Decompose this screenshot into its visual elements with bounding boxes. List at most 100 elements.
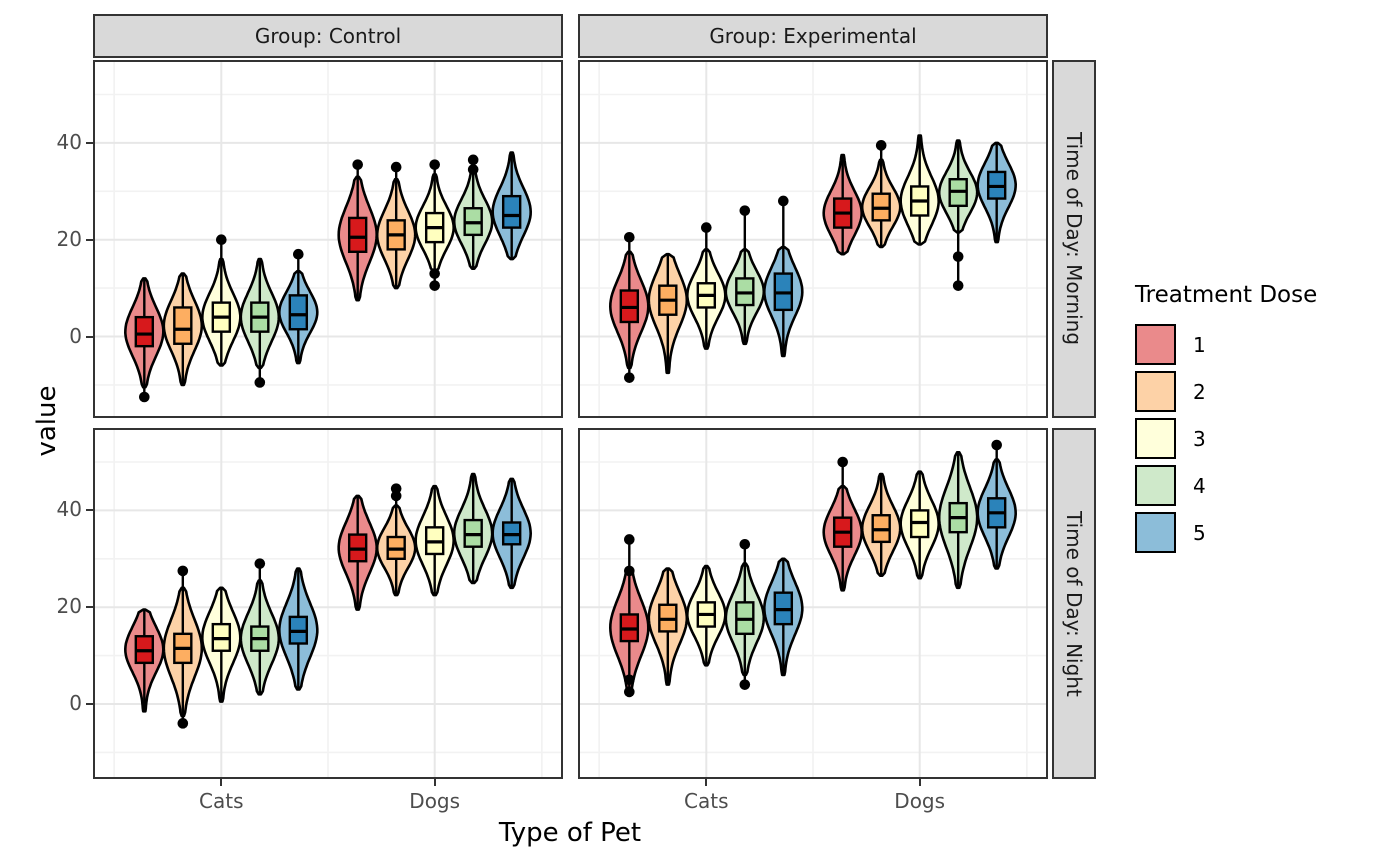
- y-tick-label: 40: [56, 129, 82, 154]
- violin-dogs-dose-2: [860, 472, 902, 577]
- legend-entry-dose-1: 1: [1135, 324, 1317, 365]
- violin-cats-dose-3: [201, 586, 242, 703]
- violin-dogs-dose-5: [491, 151, 532, 261]
- violin-cats-dose-4: [724, 538, 766, 690]
- outlier-point: [390, 161, 402, 173]
- x-tick-label: Cats: [199, 789, 244, 813]
- outlier-point: [390, 483, 402, 494]
- violin-dogs-dose-1: [337, 159, 378, 302]
- violin-dogs-dose-3: [414, 159, 455, 291]
- legend-entry-dose-5: 5: [1135, 512, 1317, 553]
- y-tick-mark: [86, 703, 93, 705]
- outlier-point: [216, 234, 227, 245]
- x-tick-label: Dogs: [409, 789, 461, 813]
- violin-cats-dose-5: [763, 557, 804, 677]
- x-tick-mark: [705, 779, 708, 786]
- y-tick-label: 0: [69, 691, 82, 715]
- x-tick-mark: [433, 779, 436, 786]
- outlier-point: [991, 439, 1002, 451]
- x-tick-label: Dogs: [894, 789, 946, 813]
- outlier-point: [624, 372, 635, 383]
- x-tick-label: Cats: [684, 789, 729, 813]
- violin-cats-dose-1: [609, 231, 650, 383]
- panel-experimental-morning: [578, 60, 1048, 418]
- violin-cats-dose-5: [278, 567, 319, 691]
- violin-cats-dose-2: [647, 567, 689, 686]
- legend-swatch: [1135, 512, 1176, 553]
- outlier-point: [254, 558, 266, 569]
- outlier-point: [739, 205, 751, 216]
- legend-label: 3: [1193, 426, 1206, 451]
- outlier-point: [467, 164, 479, 175]
- violin-cats-dose-1: [609, 534, 650, 698]
- outlier-point: [624, 231, 635, 243]
- facet-strip-time-morning-label: Time of Day: Morning: [1062, 132, 1086, 346]
- violin-cats-dose-3: [201, 234, 242, 367]
- legend-label: 4: [1193, 473, 1206, 498]
- legend-swatch: [1135, 418, 1176, 459]
- y-tick-mark: [86, 606, 93, 609]
- outlier-point: [139, 391, 150, 403]
- violin-dogs-dose-3: [414, 484, 455, 597]
- violin-cats-dose-4: [239, 558, 281, 696]
- legend-keys: 1 2 3 4 5: [1135, 324, 1317, 553]
- y-tick-label: 0: [69, 323, 82, 348]
- y-tick-label: 40: [56, 497, 82, 522]
- violin-dogs-dose-3: [899, 134, 940, 246]
- legend-label: 2: [1193, 379, 1206, 404]
- facet-strip-time-night-label: Time of Day: Night: [1062, 510, 1086, 697]
- violin-cats-dose-4: [239, 257, 281, 388]
- y-tick-mark: [86, 238, 93, 241]
- violin-cats-dose-3: [686, 564, 727, 667]
- violin-cats-dose-5: [278, 248, 319, 365]
- y-axis-title: value: [32, 385, 62, 457]
- outlier-point: [739, 679, 751, 690]
- outlier-point: [352, 159, 363, 170]
- y-tick-mark: [86, 335, 93, 338]
- outlier-point: [624, 565, 635, 577]
- y-tick-mark: [86, 509, 93, 512]
- outlier-point: [624, 674, 635, 686]
- violin-cats-dose-1: [124, 277, 165, 403]
- outlier-point: [778, 195, 789, 207]
- violin-dogs-dose-4: [937, 451, 979, 590]
- panel-control-morning: [93, 60, 563, 418]
- violin-dogs-dose-5: [976, 141, 1017, 244]
- outlier-point: [177, 565, 189, 577]
- violin-dogs-dose-2: [375, 483, 417, 597]
- panel-experimental-night: [578, 428, 1048, 779]
- violin-cats-dose-2: [162, 272, 204, 387]
- legend-swatch: [1135, 324, 1176, 365]
- violin-dogs-dose-4: [452, 154, 494, 270]
- legend-swatch: [1135, 465, 1176, 506]
- violin-cats-dose-2: [647, 252, 689, 375]
- legend-entry-dose-3: 3: [1135, 418, 1317, 459]
- violin-dogs-dose-2: [375, 161, 417, 290]
- legend-label: 1: [1193, 332, 1206, 357]
- legend-title: Treatment Dose: [1135, 282, 1318, 308]
- outlier-point: [952, 251, 964, 262]
- legend-swatch: [1135, 371, 1176, 412]
- outlier-point: [624, 686, 635, 698]
- y-tick-label: 20: [56, 594, 82, 619]
- violin-cats-dose-5: [763, 195, 804, 358]
- y-tick-label: 20: [56, 226, 82, 251]
- facet-strip-time-morning: Time of Day: Morning: [1052, 60, 1096, 418]
- x-tick-mark: [220, 779, 223, 786]
- y-tick-mark: [86, 141, 93, 144]
- violin-dogs-dose-4: [937, 139, 979, 291]
- legend-entry-dose-2: 2: [1135, 371, 1317, 412]
- violin-cats-dose-4: [724, 205, 766, 346]
- outlier-point: [875, 140, 887, 151]
- legend: Treatment Dose 1 2 3 4 5: [1135, 282, 1317, 559]
- outlier-point: [467, 154, 479, 166]
- outlier-point: [701, 222, 712, 233]
- violin-dogs-dose-5: [976, 439, 1017, 570]
- violin-dogs-dose-3: [899, 470, 940, 580]
- outlier-point: [739, 538, 751, 550]
- outlier-point: [254, 377, 266, 388]
- violin-dogs-dose-5: [491, 477, 532, 590]
- violin-dogs-dose-1: [822, 456, 863, 592]
- legend-label: 5: [1193, 520, 1206, 545]
